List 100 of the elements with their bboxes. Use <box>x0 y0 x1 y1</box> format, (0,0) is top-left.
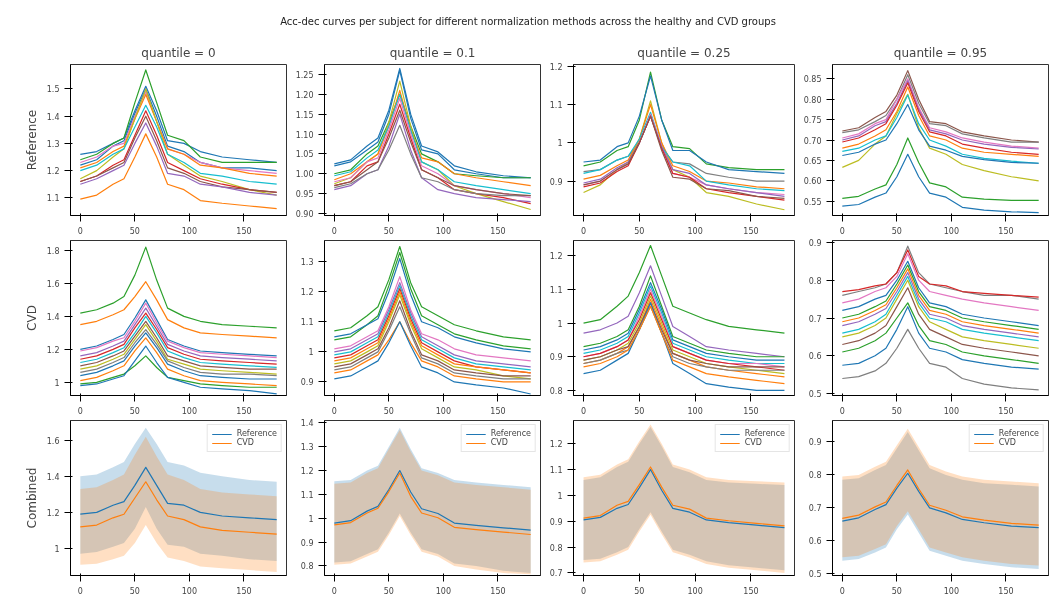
y-tick-label: 0.90 <box>295 210 314 220</box>
x-tick-label: 150 <box>490 586 506 596</box>
y-tick-label: 1.5 <box>46 85 60 95</box>
y-tick-label: 0.80 <box>803 95 822 105</box>
y-tick-label: 1.1 <box>549 285 563 295</box>
y-tick-label: 0.75 <box>803 116 822 126</box>
x-tick-label: 50 <box>383 406 394 416</box>
x-tick-label: 0 <box>581 226 587 236</box>
y-tick-label: 1.3 <box>300 443 314 453</box>
y-tick-label: 0.7 <box>808 314 822 324</box>
x-tick-label: 0 <box>581 586 587 596</box>
y-tick-label: 1.4 <box>300 419 314 429</box>
y-tick-label: 1.8 <box>46 246 60 256</box>
y-tick-label: 1 <box>308 348 314 358</box>
x-tick-label: 100 <box>943 406 960 416</box>
chart-title: quantile = 0.25 <box>637 45 731 60</box>
y-tick-label: 0.9 <box>549 177 563 187</box>
x-tick-label: 50 <box>891 406 902 416</box>
y-tick-label: 0.8 <box>549 386 563 396</box>
y-tick-label: 0.5 <box>808 570 822 580</box>
y-tick-label: 0.55 <box>803 197 822 207</box>
y-tick-label: 1.1 <box>549 466 563 476</box>
y-tick-label: 0.9 <box>549 353 563 363</box>
y-tick-label: 0.7 <box>808 504 822 514</box>
y-tick-label: 1.6 <box>46 279 60 289</box>
x-tick-label: 100 <box>943 586 960 596</box>
legend-label: CVD <box>998 438 1017 447</box>
x-tick-label: 100 <box>435 586 452 596</box>
y-tick-label: 1.4 <box>46 312 60 322</box>
y-tick-label: 1.2 <box>46 345 60 355</box>
legend-label: Reference <box>490 429 531 438</box>
x-tick-label: 100 <box>435 406 452 416</box>
x-tick-label: 50 <box>129 226 140 236</box>
x-tick-label: 0 <box>331 406 337 416</box>
y-tick-label: 0.9 <box>549 517 563 527</box>
y-tick-label: 1.1 <box>300 490 314 500</box>
y-tick-label: 1.6 <box>46 436 60 446</box>
x-tick-label: 0 <box>77 406 83 416</box>
y-tick-label: 0.7 <box>549 569 563 579</box>
x-tick-label: 0 <box>77 586 83 596</box>
y-tick-label: 0.6 <box>808 352 822 362</box>
y-axis-title: CVD <box>24 305 39 331</box>
y-tick-label: 0.85 <box>803 75 822 85</box>
y-tick-label: 0.95 <box>295 190 314 200</box>
y-tick-label: 1.3 <box>46 139 60 149</box>
x-tick-label: 100 <box>687 226 703 236</box>
y-tick-label: 0.9 <box>808 238 822 248</box>
legend-label: Reference <box>998 429 1039 438</box>
x-tick-label: 50 <box>891 586 902 596</box>
x-tick-label: 0 <box>331 586 337 596</box>
y-tick-label: 1 <box>54 378 60 388</box>
x-tick-label: 150 <box>998 226 1014 236</box>
x-tick-label: 50 <box>129 586 140 596</box>
chart-title: quantile = 0.95 <box>893 45 988 60</box>
y-tick-label: 1.3 <box>300 258 314 268</box>
y-tick-label: 1.2 <box>300 288 314 298</box>
x-tick-label: 150 <box>236 406 252 416</box>
y-axis-title: Combined <box>24 467 39 529</box>
y-tick-label: 0.5 <box>808 390 822 400</box>
y-tick-label: 0.9 <box>808 438 822 448</box>
y-tick-label: 1.2 <box>46 508 60 518</box>
chart-title: quantile = 0 <box>141 45 216 60</box>
y-tick-label: 1.1 <box>46 194 60 204</box>
x-tick-label: 50 <box>634 586 645 596</box>
x-tick-label: 0 <box>581 406 587 416</box>
y-tick-label: 1 <box>54 544 60 554</box>
y-tick-label: 1.4 <box>46 472 60 482</box>
y-tick-label: 1.1 <box>300 318 314 328</box>
legend-label: CVD <box>236 438 255 447</box>
x-tick-label: 50 <box>634 226 645 236</box>
x-tick-label: 50 <box>383 226 394 236</box>
text: Acc-dec curves per subject for different normalization methods across the healthy and CVD groups <box>280 15 776 27</box>
y-tick-label: 1.05 <box>295 150 314 160</box>
x-tick-label: 150 <box>743 406 759 416</box>
y-tick-label: 1.2 <box>46 167 60 177</box>
y-tick-label: 1 <box>557 319 563 329</box>
x-tick-label: 100 <box>435 226 452 236</box>
y-tick-label: 1 <box>557 491 563 501</box>
y-tick-label: 0.8 <box>808 471 822 481</box>
y-tick-label: 0.6 <box>808 537 822 547</box>
y-tick-label: 0.70 <box>803 136 822 146</box>
y-tick-label: 1.4 <box>46 112 60 122</box>
y-tick-label: 0.8 <box>300 562 314 572</box>
x-tick-label: 150 <box>998 586 1014 596</box>
x-tick-label: 0 <box>331 226 337 236</box>
legend-label: CVD <box>490 438 509 447</box>
legend-label: CVD <box>744 438 763 447</box>
y-tick-label: 1.1 <box>549 101 563 111</box>
y-tick-label: 1.2 <box>549 252 563 262</box>
y-axis-title: Reference <box>24 109 39 171</box>
legend-label: Reference <box>236 429 277 438</box>
chart-title: quantile = 0.1 <box>389 45 476 60</box>
x-tick-label: 0 <box>839 586 845 596</box>
x-tick-label: 150 <box>998 406 1014 416</box>
x-tick-label: 150 <box>236 586 252 596</box>
y-tick-label: 0.8 <box>808 276 822 286</box>
x-tick-label: 150 <box>743 226 759 236</box>
x-tick-label: 150 <box>236 226 252 236</box>
y-tick-label: 0.9 <box>300 538 314 548</box>
x-tick-label: 50 <box>129 406 140 416</box>
